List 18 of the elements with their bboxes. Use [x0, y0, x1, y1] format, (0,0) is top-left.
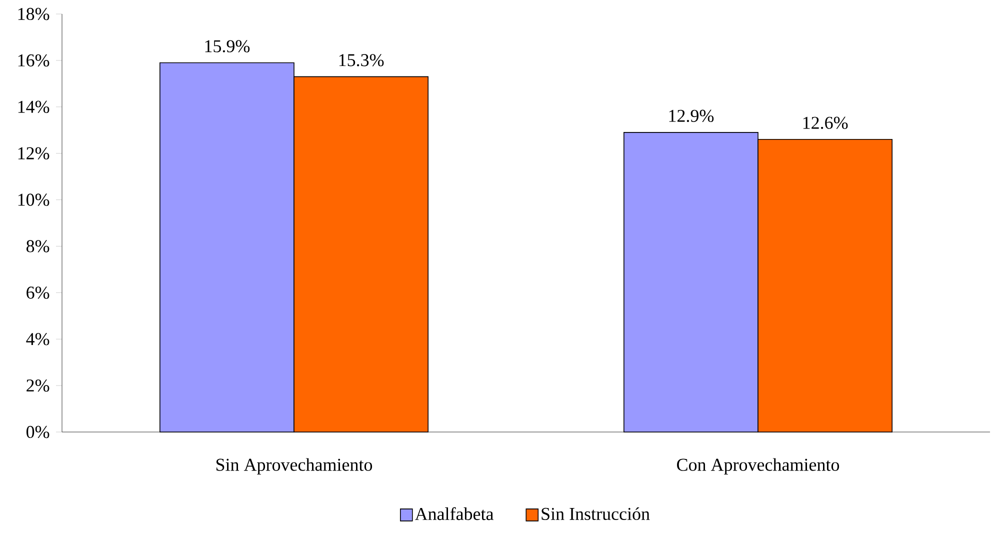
legend-label: Analfabeta: [414, 507, 494, 520]
x-tick-label: Con Aprovechamiento: [677, 458, 840, 475]
y-tick-label: 6%: [26, 286, 50, 299]
y-tick-label: 16%: [18, 54, 50, 67]
x-tick-label: Sin Aprovechamiento: [216, 458, 372, 475]
y-tick-label: 8%: [26, 240, 50, 252]
y-tick-label: 12%: [18, 147, 50, 160]
data-label: 15.3%: [339, 54, 384, 66]
y-tick-label: 14%: [18, 100, 50, 113]
data-label: 15.9%: [205, 40, 250, 52]
y-tick-label: 2%: [26, 379, 50, 392]
data-label: 12.6%: [803, 116, 848, 129]
y-tick-label: 10%: [18, 194, 50, 206]
y-tick-label: 0%: [26, 426, 50, 438]
legend-label: Sin Instrucción: [542, 507, 650, 520]
y-tick-label: 18%: [18, 8, 50, 20]
data-label: 12.9%: [669, 110, 714, 122]
y-tick-label: 4%: [26, 333, 50, 346]
